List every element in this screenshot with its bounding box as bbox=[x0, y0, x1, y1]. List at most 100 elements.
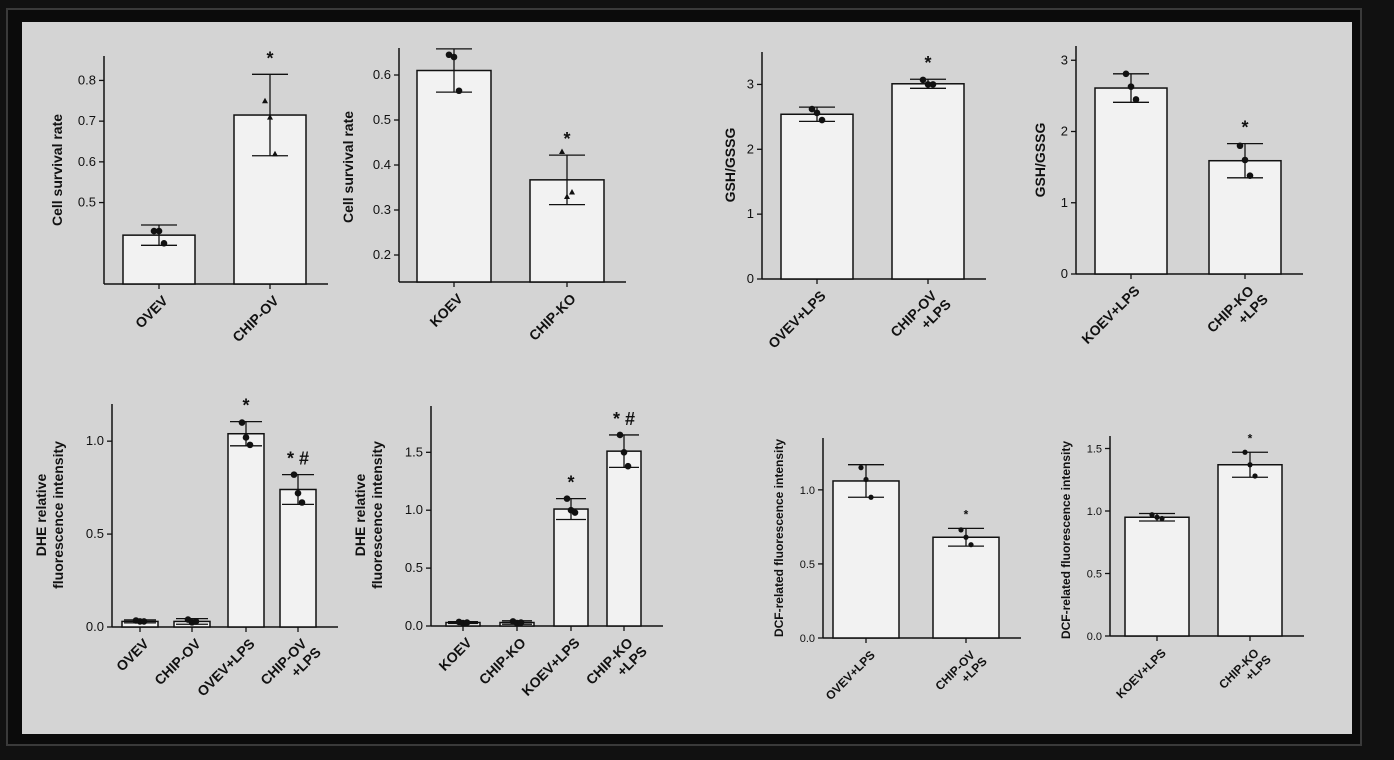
significance-label: * bbox=[567, 473, 574, 493]
data-point bbox=[1154, 514, 1160, 520]
x-tick-label-line: KOEV+LPS bbox=[1078, 282, 1142, 346]
x-tick-label: CHIP-KO bbox=[476, 634, 529, 687]
y-tick-label: 0.0 bbox=[800, 633, 815, 645]
data-point bbox=[620, 449, 628, 456]
data-point bbox=[242, 434, 250, 441]
y-axis-label: GSH/GSSG bbox=[722, 128, 738, 203]
x-tick-label: CHIP-OV bbox=[229, 292, 282, 345]
y-tick-label: 0.5 bbox=[78, 195, 96, 210]
data-point bbox=[863, 476, 869, 483]
y-tick-label: 1.0 bbox=[800, 485, 815, 497]
significance-label: * bbox=[964, 507, 969, 521]
chart-panel-4: 0 1 2 3 GSH/GSSG KOEV+LPS * CHIP-KO+LPS bbox=[1032, 46, 1303, 347]
y-tick-label: 0.4 bbox=[373, 157, 391, 172]
data-point bbox=[1242, 449, 1248, 455]
significance-label: * bbox=[1241, 118, 1248, 138]
bar bbox=[780, 113, 854, 280]
bar bbox=[1124, 516, 1190, 637]
x-tick-label: KOEV+LPS bbox=[1078, 282, 1142, 346]
x-tick-label-line: CHIP-KO bbox=[476, 634, 529, 687]
y-axis-label-line: GSH/GSSG bbox=[722, 128, 738, 203]
y-axis-label: GSH/GSSG bbox=[1032, 123, 1048, 198]
y-tick-label: 3 bbox=[747, 76, 754, 91]
data-point bbox=[1252, 473, 1258, 479]
bar bbox=[832, 480, 900, 639]
x-tick-label: OVEV bbox=[132, 292, 171, 331]
y-axis-label: DHE relativefluorescence intensity bbox=[33, 441, 66, 589]
data-point bbox=[140, 618, 148, 625]
data-point bbox=[463, 619, 471, 626]
data-point bbox=[968, 542, 974, 548]
significance-label: * bbox=[266, 48, 273, 68]
x-tick-label: OVEV+LPS bbox=[194, 635, 258, 699]
y-tick-label: 0 bbox=[1061, 266, 1068, 281]
data-point bbox=[563, 495, 571, 502]
x-tick-label: CHIP-OV+LPS bbox=[257, 633, 324, 700]
y-axis-label-line: DHE relative bbox=[33, 474, 49, 557]
data-point bbox=[1132, 96, 1140, 103]
figure-svg: 0.5 0.6 0.7 0.8 Cell survival rate OVEV * CHIP-… bbox=[33, 46, 1304, 703]
y-axis-label-line: DCF-related fluorescence intensity bbox=[772, 439, 786, 637]
data-point bbox=[571, 509, 579, 516]
chart-panel-2: 0.2 0.3 0.4 0.5 0.6 Cell survival rate KOEV * CH… bbox=[340, 48, 626, 344]
x-tick-label-line: OVEV bbox=[132, 292, 171, 331]
chart-panel-5: 0.0 0.5 1.0 DHE relativefluorescence intens… bbox=[33, 396, 338, 700]
data-point bbox=[963, 534, 969, 540]
data-point bbox=[616, 431, 624, 439]
data-point bbox=[1127, 83, 1135, 90]
chart-panel-1: 0.5 0.6 0.7 0.8 Cell survival rate OVEV * CHIP-… bbox=[49, 48, 328, 345]
x-tick-label-line: KOEV+LPS bbox=[518, 634, 582, 698]
x-tick-label: CHIP-OV bbox=[151, 635, 204, 688]
data-point bbox=[1241, 156, 1249, 164]
data-point bbox=[919, 76, 927, 84]
y-tick-label: 1.0 bbox=[405, 502, 423, 517]
y-axis-label: DCF-related fluorescence intensity bbox=[772, 439, 786, 637]
x-tick-label: CHIP-OV+LPS bbox=[887, 285, 954, 352]
y-tick-label: 1.0 bbox=[1087, 506, 1102, 518]
data-point bbox=[455, 87, 463, 95]
significance-label: * # bbox=[613, 409, 635, 429]
x-tick-label: CHIP-KO+LPS bbox=[1204, 280, 1271, 347]
bar bbox=[891, 83, 965, 280]
data-point bbox=[294, 489, 302, 497]
chart-panel-6: 0.0 0.5 1.0 1.5 DHE relativefluorescence int… bbox=[352, 406, 663, 699]
x-tick-label: OVEV bbox=[113, 635, 152, 674]
y-axis-label-line: fluorescence intensity bbox=[50, 441, 66, 589]
y-tick-label: 0.5 bbox=[800, 559, 815, 571]
data-point bbox=[1236, 142, 1244, 150]
y-tick-label: 0.3 bbox=[373, 202, 391, 217]
data-point bbox=[290, 471, 298, 478]
y-tick-label: 0.5 bbox=[86, 526, 104, 541]
y-axis-label-line: DHE relative bbox=[352, 474, 368, 557]
data-point bbox=[160, 239, 168, 247]
y-tick-label: 0.5 bbox=[1087, 569, 1102, 581]
figure-panel: 0.5 0.6 0.7 0.8 Cell survival rate OVEV * CHIP-… bbox=[22, 22, 1352, 734]
y-tick-label: 0.8 bbox=[78, 72, 96, 87]
data-point bbox=[958, 527, 964, 533]
y-tick-label: 0.6 bbox=[78, 154, 96, 169]
chart-panel-7: 0.0 0.5 1.0 DCF-related fluorescence intens… bbox=[772, 438, 1021, 703]
y-axis-label: Cell survival rate bbox=[49, 114, 65, 226]
y-tick-label: 3 bbox=[1061, 52, 1068, 67]
y-tick-label: 0.5 bbox=[373, 112, 391, 127]
data-point bbox=[298, 499, 306, 506]
data-point bbox=[564, 193, 570, 199]
y-axis-label: DCF-related fluorescence intensity bbox=[1059, 441, 1073, 639]
data-point bbox=[155, 227, 163, 235]
data-point bbox=[624, 462, 632, 470]
y-tick-label: 1.5 bbox=[1087, 444, 1102, 456]
data-point bbox=[569, 189, 575, 195]
chart-panel-8: 0.0 0.5 1.0 1.5 DCF-related fluorescence int… bbox=[1059, 431, 1304, 701]
x-tick-label: OVEV+LPS bbox=[823, 648, 878, 703]
x-tick-label-line: CHIP-OV bbox=[229, 292, 282, 345]
data-point bbox=[272, 150, 278, 157]
y-axis-label-line: DCF-related fluorescence intensity bbox=[1059, 441, 1073, 639]
data-point bbox=[267, 114, 273, 120]
data-point bbox=[1122, 70, 1130, 78]
x-tick-label-line: OVEV+LPS bbox=[765, 287, 829, 351]
y-tick-label: 0.0 bbox=[1087, 631, 1102, 643]
x-tick-label-line: OVEV bbox=[113, 635, 152, 674]
x-tick-label-line: CHIP-KO bbox=[526, 290, 579, 343]
significance-label: * bbox=[924, 53, 931, 73]
x-tick-label: KOEV+LPS bbox=[1113, 646, 1168, 701]
